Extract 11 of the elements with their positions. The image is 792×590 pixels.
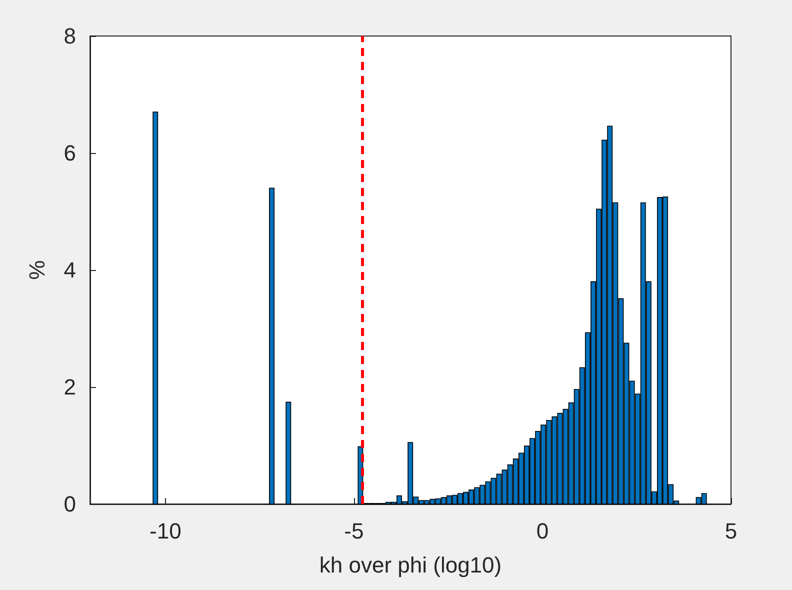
x-tick-label: 5 bbox=[724, 518, 738, 544]
y-tick-label: 4 bbox=[64, 258, 76, 282]
y-tick-label: 2 bbox=[64, 374, 76, 400]
x-tick-label: -5 bbox=[344, 518, 364, 544]
y-tick-label: 0 bbox=[64, 492, 76, 516]
x-tick-label: 0 bbox=[536, 518, 549, 544]
y-tick-label: 6 bbox=[64, 140, 76, 166]
y-tick-label: 8 bbox=[64, 24, 76, 48]
x-tick-label: -10 bbox=[150, 518, 182, 544]
x-axis-title: kh over phi (log10) bbox=[319, 552, 502, 578]
y-axis-title: % bbox=[24, 260, 50, 280]
